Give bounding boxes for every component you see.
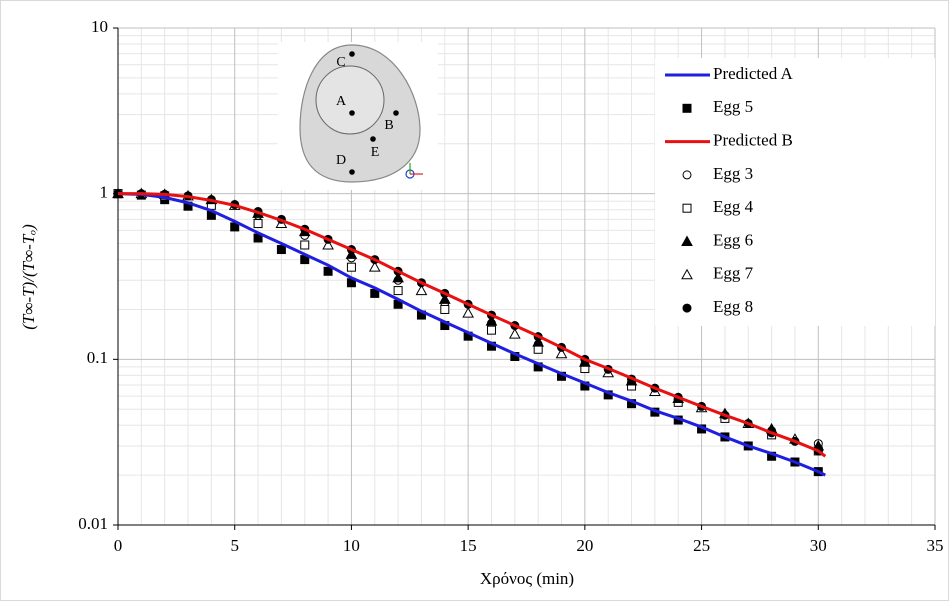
sensor-dot <box>349 51 355 57</box>
x-tick-label: 35 <box>927 536 944 555</box>
marker <box>485 315 498 326</box>
legend-label: Egg 3 <box>713 164 753 183</box>
marker <box>555 347 568 359</box>
y-tick-label: 0.01 <box>78 514 108 533</box>
legend: Predicted A Egg 5 Predicted B Egg 3 Egg 4 Egg… <box>655 58 935 326</box>
marker <box>300 240 310 250</box>
sensor-dot <box>370 136 376 142</box>
legend-label: Egg 8 <box>713 297 753 316</box>
y-tick-label: 10 <box>91 17 108 36</box>
series-line <box>117 192 826 477</box>
series-line <box>118 192 827 458</box>
marker <box>253 219 263 229</box>
legend-label: Egg 5 <box>713 97 753 116</box>
inset-label: E <box>371 145 380 160</box>
sensor-dot <box>349 169 355 175</box>
y-tick-label: 0.1 <box>87 348 108 367</box>
marker <box>682 103 692 113</box>
marker <box>346 262 356 272</box>
marker <box>393 286 403 296</box>
marker <box>392 271 404 283</box>
inset-label: A <box>336 94 347 109</box>
sensor-dot <box>349 110 355 116</box>
marker <box>276 245 286 255</box>
x-tick-label: 20 <box>576 536 593 555</box>
marker <box>682 303 692 313</box>
marker <box>415 284 428 296</box>
sensor-dot <box>393 110 399 116</box>
marker <box>462 307 474 318</box>
marker <box>682 203 692 213</box>
marker <box>532 336 545 347</box>
y-tick-label: 1 <box>100 183 109 202</box>
x-tick-label: 5 <box>230 536 239 555</box>
marker <box>508 328 521 339</box>
legend-label: Egg 7 <box>713 264 754 283</box>
legend-background <box>655 58 935 326</box>
x-tick-label: 30 <box>810 536 827 555</box>
marker <box>682 170 692 180</box>
legend-label: Predicted B <box>713 131 793 150</box>
inset-label: C <box>336 55 345 70</box>
inset-label: B <box>384 118 393 133</box>
inset-label: D <box>336 153 346 168</box>
marker <box>440 304 450 314</box>
x-tick-label: 0 <box>114 536 123 555</box>
legend-label: Egg 4 <box>713 197 754 216</box>
legend-label: Egg 6 <box>713 230 753 249</box>
marker <box>681 268 693 280</box>
x-tick-label: 25 <box>693 536 710 555</box>
legend-label: Predicted A <box>713 64 794 83</box>
x-axis-label: Χρόνος (min) <box>480 569 574 588</box>
x-tick-label: 10 <box>343 536 360 555</box>
x-tick-label: 15 <box>460 536 477 555</box>
marker <box>322 238 334 250</box>
marker <box>368 261 381 272</box>
marker <box>681 235 693 246</box>
plot-area <box>112 187 827 477</box>
marker <box>486 325 496 335</box>
y-axis-label: (T∞-T)/(T∞-Tₒ) <box>19 224 38 330</box>
marker <box>323 266 333 276</box>
marker <box>438 293 451 304</box>
inset-diagram: C A B E D <box>278 42 438 190</box>
egg-yolk <box>315 65 385 135</box>
